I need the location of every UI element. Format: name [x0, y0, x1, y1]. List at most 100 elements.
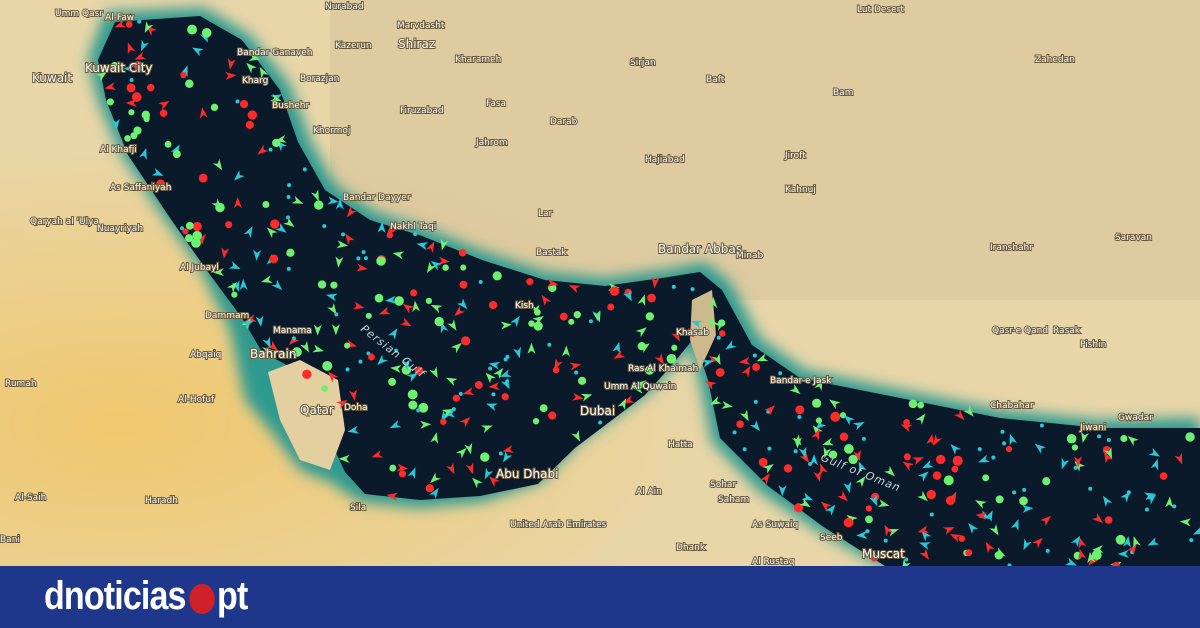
ship-marker-underway[interactable]: [244, 314, 257, 325]
ship-marker-anchored[interactable]: [270, 219, 280, 229]
ship-marker-underway[interactable]: [1006, 432, 1018, 446]
ship-marker-underway[interactable]: [898, 559, 911, 566]
ship-marker-anchored[interactable]: [598, 420, 603, 425]
ship-marker-underway[interactable]: [912, 454, 925, 466]
ship-marker-underway[interactable]: [406, 370, 421, 383]
ship-marker-underway[interactable]: [438, 256, 450, 266]
ship-marker-underway[interactable]: [1148, 447, 1162, 460]
ship-marker-underway[interactable]: [349, 389, 359, 401]
ship-marker-anchored[interactable]: [528, 320, 535, 327]
ship-marker-underway[interactable]: [151, 167, 165, 180]
ship-marker-underway[interactable]: [113, 19, 127, 31]
ship-marker-underway[interactable]: [312, 344, 325, 355]
ship-marker-anchored[interactable]: [185, 234, 194, 243]
ship-marker-anchored[interactable]: [943, 475, 954, 486]
ship-marker-underway[interactable]: [531, 304, 540, 316]
ship-marker-anchored[interactable]: [358, 359, 363, 364]
ship-marker-underway[interactable]: [488, 382, 500, 391]
ship-marker-underway[interactable]: [1101, 450, 1113, 464]
ship-marker-anchored[interactable]: [1159, 472, 1168, 480]
ship-marker-underway[interactable]: [446, 462, 458, 476]
ship-marker-underway[interactable]: [617, 397, 630, 410]
ship-marker-anchored[interactable]: [272, 138, 281, 148]
ship-marker-underway[interactable]: [327, 196, 340, 206]
ship-marker-underway[interactable]: [483, 370, 497, 384]
ship-marker-underway[interactable]: [198, 107, 208, 119]
ship-marker-anchored[interactable]: [407, 389, 418, 400]
ship-marker-anchored[interactable]: [192, 221, 202, 232]
ship-marker-anchored[interactable]: [262, 201, 270, 208]
ship-marker-underway[interactable]: [635, 324, 650, 338]
ship-marker-anchored[interactable]: [182, 228, 189, 235]
ship-marker-underway[interactable]: [374, 354, 388, 368]
ship-marker-anchored[interactable]: [843, 517, 854, 528]
ship-marker-anchored[interactable]: [322, 224, 327, 229]
ship-marker-anchored[interactable]: [752, 363, 761, 372]
ship-marker-underway[interactable]: [139, 147, 150, 160]
ship-marker-anchored[interactable]: [434, 316, 444, 327]
ship-marker-anchored[interactable]: [440, 418, 447, 425]
ship-marker-anchored[interactable]: [368, 353, 375, 361]
ship-marker-underway[interactable]: [612, 350, 626, 362]
ship-marker-anchored[interactable]: [573, 311, 581, 319]
ship-marker-anchored[interactable]: [503, 357, 508, 362]
ship-marker-anchored[interactable]: [302, 167, 307, 172]
ship-marker-anchored[interactable]: [239, 99, 249, 109]
ship-marker-underway[interactable]: [855, 474, 869, 488]
ship-marker-anchored[interactable]: [1002, 441, 1007, 446]
ship-marker-underway[interactable]: [973, 497, 987, 509]
ship-marker-underway[interactable]: [481, 467, 494, 481]
ship-marker-underway[interactable]: [438, 238, 449, 252]
ship-marker-underway[interactable]: [271, 279, 284, 293]
ship-marker-underway[interactable]: [486, 473, 500, 487]
ship-marker-anchored[interactable]: [125, 20, 133, 28]
ship-marker-underway[interactable]: [347, 425, 360, 436]
ship-marker-anchored[interactable]: [797, 415, 802, 420]
ship-marker-underway[interactable]: [749, 420, 763, 434]
ship-marker-anchored[interactable]: [1097, 434, 1102, 439]
ship-marker-underway[interactable]: [225, 71, 237, 80]
ship-marker-anchored[interactable]: [526, 278, 534, 286]
ship-marker-anchored[interactable]: [908, 399, 918, 409]
ship-marker-underway[interactable]: [190, 44, 204, 57]
ship-marker-underway[interactable]: [1120, 489, 1133, 503]
ship-marker-anchored[interactable]: [1185, 432, 1195, 442]
ship-marker-anchored[interactable]: [588, 319, 593, 324]
ship-marker-underway[interactable]: [425, 240, 438, 253]
ship-marker-underway[interactable]: [813, 470, 823, 483]
ship-marker-underway[interactable]: [671, 329, 683, 343]
ship-marker-anchored[interactable]: [870, 554, 879, 562]
ship-marker-anchored[interactable]: [559, 312, 568, 321]
ship-marker-underway[interactable]: [637, 293, 649, 307]
ship-marker-underway[interactable]: [158, 98, 172, 111]
ship-marker-anchored[interactable]: [478, 280, 483, 285]
ship-marker-anchored[interactable]: [394, 296, 404, 306]
ship-marker-underway[interactable]: [532, 313, 546, 326]
ship-marker-underway[interactable]: [429, 258, 443, 271]
ship-marker-underway[interactable]: [989, 524, 1002, 538]
ship-marker-anchored[interactable]: [124, 135, 131, 142]
ship-marker-underway[interactable]: [338, 454, 350, 463]
ship-marker-underway[interactable]: [954, 409, 967, 423]
ship-marker-underway[interactable]: [917, 490, 931, 504]
ship-marker-underway[interactable]: [567, 281, 581, 294]
ship-marker-underway[interactable]: [916, 525, 930, 536]
ship-marker-underway[interactable]: [738, 356, 751, 366]
ship-marker-underway[interactable]: [501, 444, 515, 455]
ship-marker-underway[interactable]: [527, 342, 536, 354]
ship-marker-underway[interactable]: [456, 445, 469, 459]
ship-marker-underway[interactable]: [650, 276, 660, 289]
ship-marker-anchored[interactable]: [666, 353, 677, 364]
ship-marker-underway[interactable]: [919, 548, 932, 562]
ship-marker-underway[interactable]: [580, 391, 594, 402]
ship-marker-underway[interactable]: [231, 170, 245, 183]
ship-marker-underway[interactable]: [1076, 548, 1087, 561]
ship-marker-anchored[interactable]: [533, 321, 543, 331]
ship-marker-underway[interactable]: [342, 231, 355, 245]
ship-marker-anchored[interactable]: [488, 300, 498, 310]
ship-marker-underway[interactable]: [396, 463, 409, 473]
ship-marker-anchored[interactable]: [568, 318, 575, 325]
ship-marker-underway[interactable]: [917, 468, 932, 482]
ship-marker-underway[interactable]: [465, 462, 477, 475]
ship-marker-anchored[interactable]: [314, 200, 324, 210]
